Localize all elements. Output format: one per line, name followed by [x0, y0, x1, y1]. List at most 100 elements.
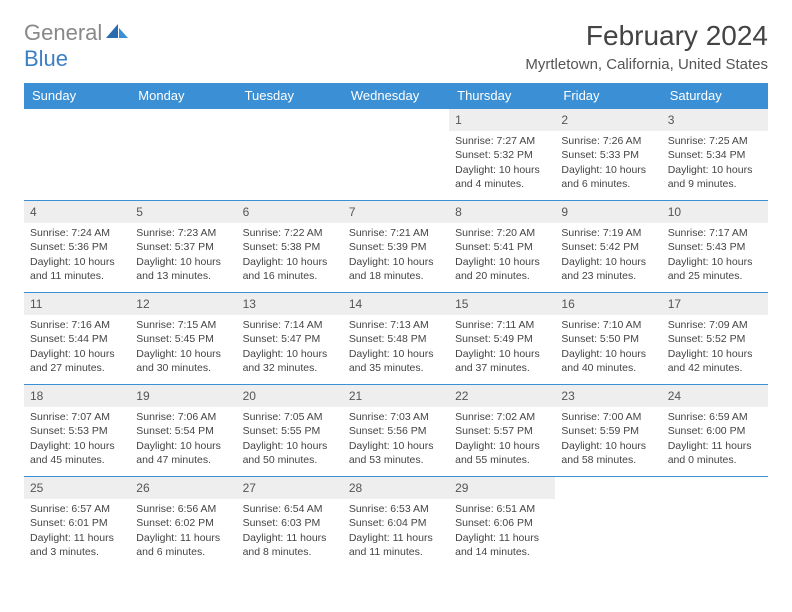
calendar-cell: 6Sunrise: 7:22 AMSunset: 5:38 PMDaylight… [237, 201, 343, 293]
calendar-cell [24, 109, 130, 201]
day-details: Sunrise: 7:23 AMSunset: 5:37 PMDaylight:… [130, 223, 236, 289]
weekday-header-row: SundayMondayTuesdayWednesdayThursdayFrid… [24, 83, 768, 109]
day-details: Sunrise: 7:27 AMSunset: 5:32 PMDaylight:… [449, 131, 555, 197]
header: GeneralBlue February 2024 Myrtletown, Ca… [24, 20, 768, 73]
calendar-cell: 9Sunrise: 7:19 AMSunset: 5:42 PMDaylight… [555, 201, 661, 293]
day-number: 13 [237, 293, 343, 315]
day-number: 7 [343, 201, 449, 223]
day-number: 15 [449, 293, 555, 315]
day-number: 5 [130, 201, 236, 223]
day-number: 2 [555, 109, 661, 131]
calendar-cell: 26Sunrise: 6:56 AMSunset: 6:02 PMDayligh… [130, 477, 236, 569]
calendar-week-row: 11Sunrise: 7:16 AMSunset: 5:44 PMDayligh… [24, 293, 768, 385]
day-details: Sunrise: 7:05 AMSunset: 5:55 PMDaylight:… [237, 407, 343, 473]
calendar-cell: 7Sunrise: 7:21 AMSunset: 5:39 PMDaylight… [343, 201, 449, 293]
day-details: Sunrise: 6:51 AMSunset: 6:06 PMDaylight:… [449, 499, 555, 565]
day-details: Sunrise: 6:56 AMSunset: 6:02 PMDaylight:… [130, 499, 236, 565]
calendar-body: 1Sunrise: 7:27 AMSunset: 5:32 PMDaylight… [24, 109, 768, 569]
weekday-header: Sunday [24, 83, 130, 109]
calendar-cell: 1Sunrise: 7:27 AMSunset: 5:32 PMDaylight… [449, 109, 555, 201]
calendar-cell [237, 109, 343, 201]
calendar-table: SundayMondayTuesdayWednesdayThursdayFrid… [24, 83, 768, 569]
day-details: Sunrise: 7:15 AMSunset: 5:45 PMDaylight:… [130, 315, 236, 381]
calendar-cell: 4Sunrise: 7:24 AMSunset: 5:36 PMDaylight… [24, 201, 130, 293]
logo-sail-icon [104, 22, 130, 40]
day-number: 28 [343, 477, 449, 499]
calendar-cell: 20Sunrise: 7:05 AMSunset: 5:55 PMDayligh… [237, 385, 343, 477]
calendar-cell: 3Sunrise: 7:25 AMSunset: 5:34 PMDaylight… [662, 109, 768, 201]
day-number: 8 [449, 201, 555, 223]
calendar-cell: 27Sunrise: 6:54 AMSunset: 6:03 PMDayligh… [237, 477, 343, 569]
title-block: February 2024 Myrtletown, California, Un… [525, 20, 768, 73]
calendar-cell: 8Sunrise: 7:20 AMSunset: 5:41 PMDaylight… [449, 201, 555, 293]
day-details: Sunrise: 7:02 AMSunset: 5:57 PMDaylight:… [449, 407, 555, 473]
day-number: 12 [130, 293, 236, 315]
day-number: 6 [237, 201, 343, 223]
day-number: 23 [555, 385, 661, 407]
day-details: Sunrise: 7:21 AMSunset: 5:39 PMDaylight:… [343, 223, 449, 289]
day-details: Sunrise: 7:25 AMSunset: 5:34 PMDaylight:… [662, 131, 768, 197]
calendar-cell: 17Sunrise: 7:09 AMSunset: 5:52 PMDayligh… [662, 293, 768, 385]
calendar-cell: 24Sunrise: 6:59 AMSunset: 6:00 PMDayligh… [662, 385, 768, 477]
calendar-week-row: 4Sunrise: 7:24 AMSunset: 5:36 PMDaylight… [24, 201, 768, 293]
day-details: Sunrise: 7:24 AMSunset: 5:36 PMDaylight:… [24, 223, 130, 289]
calendar-cell: 14Sunrise: 7:13 AMSunset: 5:48 PMDayligh… [343, 293, 449, 385]
day-number: 26 [130, 477, 236, 499]
day-number: 29 [449, 477, 555, 499]
calendar-cell: 21Sunrise: 7:03 AMSunset: 5:56 PMDayligh… [343, 385, 449, 477]
day-details: Sunrise: 7:26 AMSunset: 5:33 PMDaylight:… [555, 131, 661, 197]
weekday-header: Friday [555, 83, 661, 109]
calendar-cell: 13Sunrise: 7:14 AMSunset: 5:47 PMDayligh… [237, 293, 343, 385]
day-number: 22 [449, 385, 555, 407]
day-details: Sunrise: 6:53 AMSunset: 6:04 PMDaylight:… [343, 499, 449, 565]
day-number: 20 [237, 385, 343, 407]
day-number: 10 [662, 201, 768, 223]
day-number: 25 [24, 477, 130, 499]
day-details: Sunrise: 7:19 AMSunset: 5:42 PMDaylight:… [555, 223, 661, 289]
day-details: Sunrise: 7:22 AMSunset: 5:38 PMDaylight:… [237, 223, 343, 289]
weekday-header: Monday [130, 83, 236, 109]
day-details: Sunrise: 6:54 AMSunset: 6:03 PMDaylight:… [237, 499, 343, 565]
calendar-cell: 16Sunrise: 7:10 AMSunset: 5:50 PMDayligh… [555, 293, 661, 385]
logo-text-1: General [24, 20, 102, 45]
calendar-cell: 29Sunrise: 6:51 AMSunset: 6:06 PMDayligh… [449, 477, 555, 569]
calendar-cell: 22Sunrise: 7:02 AMSunset: 5:57 PMDayligh… [449, 385, 555, 477]
day-details: Sunrise: 7:10 AMSunset: 5:50 PMDaylight:… [555, 315, 661, 381]
day-details: Sunrise: 7:20 AMSunset: 5:41 PMDaylight:… [449, 223, 555, 289]
day-number: 16 [555, 293, 661, 315]
calendar-cell: 19Sunrise: 7:06 AMSunset: 5:54 PMDayligh… [130, 385, 236, 477]
calendar-cell: 10Sunrise: 7:17 AMSunset: 5:43 PMDayligh… [662, 201, 768, 293]
month-title: February 2024 [525, 20, 768, 52]
day-number: 1 [449, 109, 555, 131]
day-details: Sunrise: 7:03 AMSunset: 5:56 PMDaylight:… [343, 407, 449, 473]
logo: GeneralBlue [24, 20, 132, 72]
day-details: Sunrise: 6:59 AMSunset: 6:00 PMDaylight:… [662, 407, 768, 473]
calendar-cell [555, 477, 661, 569]
weekday-header: Tuesday [237, 83, 343, 109]
calendar-cell: 28Sunrise: 6:53 AMSunset: 6:04 PMDayligh… [343, 477, 449, 569]
calendar-cell [662, 477, 768, 569]
weekday-header: Saturday [662, 83, 768, 109]
calendar-cell: 18Sunrise: 7:07 AMSunset: 5:53 PMDayligh… [24, 385, 130, 477]
weekday-header: Thursday [449, 83, 555, 109]
calendar-cell: 12Sunrise: 7:15 AMSunset: 5:45 PMDayligh… [130, 293, 236, 385]
calendar-week-row: 25Sunrise: 6:57 AMSunset: 6:01 PMDayligh… [24, 477, 768, 569]
calendar-cell: 11Sunrise: 7:16 AMSunset: 5:44 PMDayligh… [24, 293, 130, 385]
day-details: Sunrise: 7:17 AMSunset: 5:43 PMDaylight:… [662, 223, 768, 289]
day-number: 11 [24, 293, 130, 315]
day-number: 17 [662, 293, 768, 315]
weekday-header: Wednesday [343, 83, 449, 109]
day-details: Sunrise: 6:57 AMSunset: 6:01 PMDaylight:… [24, 499, 130, 565]
day-number: 4 [24, 201, 130, 223]
day-details: Sunrise: 7:09 AMSunset: 5:52 PMDaylight:… [662, 315, 768, 381]
location: Myrtletown, California, United States [525, 56, 768, 73]
day-number: 9 [555, 201, 661, 223]
calendar-cell [343, 109, 449, 201]
calendar-cell: 23Sunrise: 7:00 AMSunset: 5:59 PMDayligh… [555, 385, 661, 477]
day-details: Sunrise: 7:14 AMSunset: 5:47 PMDaylight:… [237, 315, 343, 381]
calendar-cell: 25Sunrise: 6:57 AMSunset: 6:01 PMDayligh… [24, 477, 130, 569]
day-number: 14 [343, 293, 449, 315]
calendar-week-row: 18Sunrise: 7:07 AMSunset: 5:53 PMDayligh… [24, 385, 768, 477]
day-details: Sunrise: 7:07 AMSunset: 5:53 PMDaylight:… [24, 407, 130, 473]
calendar-cell: 15Sunrise: 7:11 AMSunset: 5:49 PMDayligh… [449, 293, 555, 385]
